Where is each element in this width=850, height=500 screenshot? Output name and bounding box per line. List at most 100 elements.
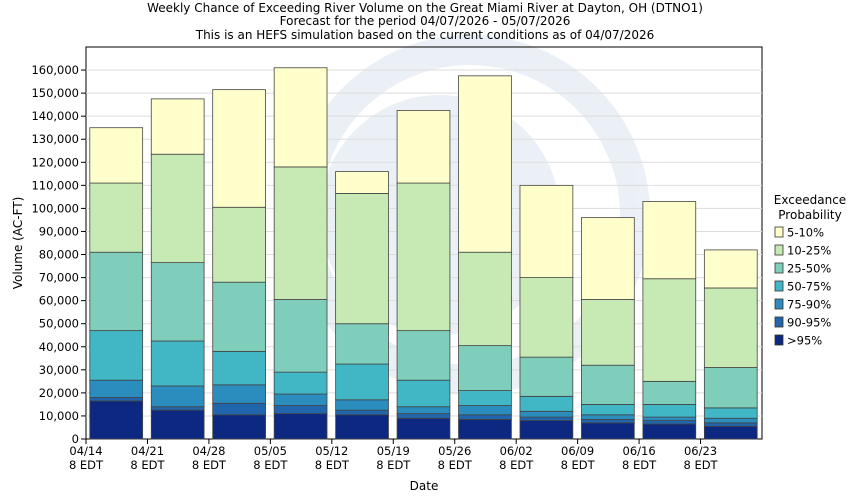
bar-segment-95-week-3: [212, 414, 266, 440]
chart-subtitle-simulation: This is an HEFS simulation based on the …: [195, 28, 655, 42]
y-tick-label: 50,000: [39, 317, 79, 331]
bar-segment-90-95-week-2: [150, 406, 205, 411]
stacked-bars: [89, 67, 758, 440]
bar-segment-90-95-week-5: [335, 409, 389, 416]
legend-label: 50-75%: [787, 280, 831, 294]
x-tick-label-time: 8 EDT: [561, 458, 596, 472]
x-tick-label-time: 8 EDT: [683, 458, 718, 472]
bar-segment-10-25-week-10: [642, 278, 697, 382]
bar-segment-10-25-week-3: [212, 206, 266, 283]
x-tick-label-time: 8 EDT: [499, 458, 534, 472]
x-tick-label-date: 04/21: [131, 444, 164, 458]
bar-segment-25-50-week-7: [458, 345, 512, 391]
bar-segment-25-50-week-6: [396, 330, 451, 381]
legend-swatch: [774, 262, 784, 274]
bar-segment-95-week-6: [396, 417, 451, 440]
bar-segment-50-75-week-5: [335, 363, 389, 401]
bar-segment-75-90-week-8: [519, 410, 574, 418]
bar-segment-95-week-8: [519, 420, 574, 440]
y-tick-label: 100,000: [31, 201, 79, 215]
y-tick-label: 10,000: [39, 409, 79, 423]
legend-title-line2: Probability: [778, 208, 841, 222]
bar-segment-75-90-week-11: [703, 417, 758, 424]
bar-segment-5-10-week-7: [458, 75, 512, 253]
y-tick-label: 60,000: [39, 294, 79, 308]
y-tick-label: 130,000: [31, 132, 79, 146]
bar-segment-95-week-7: [458, 418, 512, 440]
bar-segment-25-50-week-5: [335, 323, 389, 365]
legend: Exceedance Probability 5-10% 10-25% 25-50%…: [774, 193, 846, 348]
legend-swatch: [774, 316, 784, 328]
bar-segment-75-90-week-7: [458, 405, 512, 416]
bar-segment-90-95-week-1: [89, 397, 144, 402]
legend-label: 90-95%: [787, 316, 831, 330]
bar-segment-75-90-week-2: [150, 385, 205, 408]
bar-segment-95-week-10: [642, 423, 697, 440]
y-axis-label: Volume (AC-FT): [11, 197, 25, 290]
bar-segment-5-10-week-9: [581, 217, 635, 300]
chart-title: Weekly Chance of Exceeding River Volume …: [147, 1, 703, 15]
x-tick-label-date: 05/26: [438, 444, 471, 458]
bar-segment-10-25-week-6: [396, 182, 451, 332]
legend-label: 10-25%: [787, 244, 831, 258]
chart-subtitle-period: Forecast for the period 04/07/2026 - 05/…: [280, 14, 571, 28]
bar-segment-50-75-week-9: [581, 404, 635, 416]
legend-swatch: [774, 226, 784, 238]
bar-segment-50-75-week-2: [150, 340, 205, 387]
legend-label: 75-90%: [787, 298, 831, 312]
bar-segment-10-25-week-5: [335, 193, 389, 325]
x-tick-label-time: 8 EDT: [130, 458, 165, 472]
x-tick-label-date: 04/14: [69, 444, 102, 458]
bar-segment-25-50-week-3: [212, 281, 266, 352]
x-tick-label-date: 05/12: [315, 444, 348, 458]
bar-segment-5-10-week-10: [642, 201, 697, 280]
y-tick-label: 40,000: [39, 340, 79, 354]
bar-segment-50-75-week-3: [212, 350, 266, 386]
x-tick-label-date: 04/28: [192, 444, 225, 458]
bar-segment-10-25-week-2: [150, 153, 205, 263]
x-axis-label: Date: [410, 479, 439, 493]
bar-segment-10-25-week-11: [703, 287, 758, 368]
x-tick-label-time: 8 EDT: [438, 458, 473, 472]
y-tick-label: 70,000: [39, 271, 79, 285]
legend-label: 25-50%: [787, 262, 831, 276]
x-tick-label-time: 8 EDT: [192, 458, 227, 472]
bar-segment-25-50-week-8: [519, 356, 574, 397]
bar-segment-5-10-week-8: [519, 184, 574, 278]
legend-label: 5-10%: [787, 226, 824, 240]
x-tick-label-date: 06/09: [561, 444, 594, 458]
bar-segment-95-week-9: [581, 422, 635, 440]
y-tick-label: 90,000: [39, 224, 79, 238]
bar-segment-95-week-2: [150, 409, 205, 440]
bar-segment-50-75-week-10: [642, 404, 697, 418]
bar-segment-75-90-week-9: [581, 414, 635, 420]
bar-segment-5-10-week-11: [703, 249, 758, 289]
bar-segment-25-50-week-11: [703, 367, 758, 409]
bar-segment-90-95-week-11: [703, 422, 758, 427]
bar-segment-75-90-week-1: [89, 379, 144, 398]
bar-segment-5-10-week-5: [335, 171, 389, 194]
x-tick-label-time: 8 EDT: [622, 458, 657, 472]
bar-segment-95-week-5: [335, 414, 389, 440]
x-tick-label-date: 06/16: [623, 444, 656, 458]
x-tick-label-time: 8 EDT: [253, 458, 288, 472]
bar-segment-5-10-week-2: [150, 98, 205, 155]
bar-segment-25-50-week-4: [273, 299, 328, 373]
bar-segment-90-95-week-3: [212, 402, 266, 416]
y-axis: 0 10,000 20,000 30,000 40,000 50,000 60,000 70,…: [31, 63, 86, 446]
bar-segment-50-75-week-8: [519, 395, 574, 412]
bar-segment-95-week-4: [273, 413, 328, 440]
x-tick-label-date: 06/02: [500, 444, 533, 458]
bar-segment-10-25-week-9: [581, 299, 635, 366]
bar-segment-50-75-week-7: [458, 390, 512, 406]
bar-segment-5-10-week-1: [89, 127, 144, 184]
x-tick-label-time: 8 EDT: [69, 458, 104, 472]
y-tick-label: 110,000: [31, 178, 79, 192]
y-tick-label: 160,000: [31, 63, 79, 77]
x-tick-label-date: 05/05: [254, 444, 287, 458]
legend-title-line1: Exceedance: [774, 193, 846, 207]
bar-segment-90-95-week-6: [396, 413, 451, 419]
bar-segment-90-95-week-9: [581, 418, 635, 424]
